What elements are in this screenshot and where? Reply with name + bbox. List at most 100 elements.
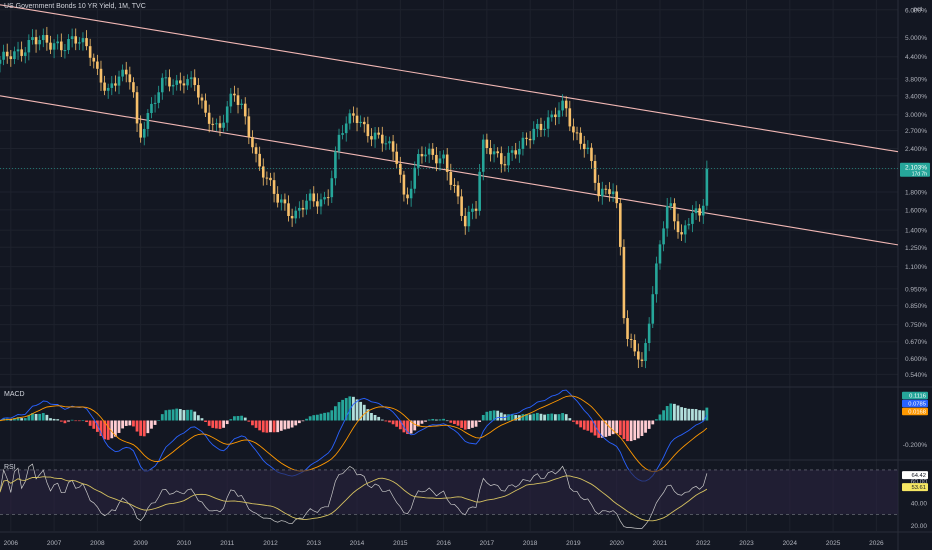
candle xyxy=(597,174,600,202)
candle xyxy=(359,115,362,128)
macd-histogram-bar xyxy=(539,413,543,421)
candle xyxy=(229,88,233,114)
candle-body xyxy=(106,87,110,91)
macd-histogram-bar xyxy=(326,412,330,421)
candle xyxy=(265,171,269,186)
candle xyxy=(525,132,528,146)
candle xyxy=(280,194,283,211)
candle-body xyxy=(272,180,276,194)
price-axis-tick-label: 0.850% xyxy=(905,303,927,310)
macd-histogram-bar xyxy=(352,396,355,421)
macd-histogram-bar xyxy=(662,410,665,421)
time-axis-tick-label: 2006 xyxy=(4,540,19,547)
macd-histogram-bar xyxy=(337,402,341,421)
candle-body xyxy=(546,117,550,129)
candle-body xyxy=(124,69,128,75)
candle-body xyxy=(633,340,637,352)
candle xyxy=(117,70,121,95)
candle-body xyxy=(691,213,694,224)
candle xyxy=(640,352,644,367)
macd-histogram-bar xyxy=(647,420,651,429)
candle-body xyxy=(467,211,471,227)
candle xyxy=(655,256,658,303)
rsi-line xyxy=(0,463,708,529)
rsi-band-fill xyxy=(0,469,898,515)
candle-body xyxy=(225,106,229,123)
candle-body xyxy=(442,154,445,159)
macd-histogram-bar xyxy=(70,419,74,421)
candle xyxy=(106,83,110,99)
macd-histogram-bar xyxy=(359,401,363,421)
macd-histogram-bar xyxy=(13,418,16,421)
time-axis-tick-label: 2025 xyxy=(826,540,841,547)
candle-body xyxy=(132,82,135,93)
macd-histogram-bar xyxy=(449,420,453,423)
candle-body xyxy=(67,39,70,51)
candle xyxy=(132,77,135,98)
macd-histogram-bar xyxy=(665,406,669,421)
macd-value-label: 0.0168 xyxy=(908,409,926,415)
candle xyxy=(514,142,518,159)
candle xyxy=(16,41,20,60)
candle-body xyxy=(669,203,673,207)
candle-body xyxy=(705,168,709,206)
candle-body xyxy=(146,113,150,129)
candle-body xyxy=(92,57,96,62)
candle-body xyxy=(2,51,5,60)
candle xyxy=(395,143,399,169)
candle-body xyxy=(247,116,251,138)
candle xyxy=(2,44,5,66)
candle-body xyxy=(362,121,366,125)
macd-histogram-bar xyxy=(153,420,157,425)
time-axis-tick-label: 2016 xyxy=(436,540,451,547)
candle xyxy=(406,187,409,205)
time-axis-tick-label: 2014 xyxy=(350,540,365,547)
candle xyxy=(261,158,265,186)
candle-body xyxy=(417,154,420,168)
candle-body xyxy=(326,197,330,199)
candle-body xyxy=(276,193,279,203)
candle xyxy=(9,49,13,67)
candle-body xyxy=(168,77,171,87)
candle xyxy=(362,117,366,133)
candle-body xyxy=(160,77,164,93)
candle xyxy=(561,94,564,117)
candle-body xyxy=(16,49,20,52)
candle xyxy=(352,106,355,123)
candle-body xyxy=(586,147,590,150)
candle-body xyxy=(399,163,402,175)
candle xyxy=(63,43,67,59)
candle-body xyxy=(582,143,586,150)
rsi-pane-label: RSI xyxy=(4,464,16,471)
macd-histogram-bar xyxy=(471,420,474,428)
candle-body xyxy=(301,207,305,210)
time-axis-tick-label: 2020 xyxy=(609,540,624,547)
candle xyxy=(283,193,287,211)
candle-body xyxy=(222,122,225,128)
macd-histogram-bar xyxy=(572,420,575,422)
rsi-axis-tick-label: 20.00 xyxy=(911,523,928,530)
macd-histogram-bar xyxy=(146,420,150,434)
macd-histogram-bar xyxy=(45,414,49,421)
candle xyxy=(150,97,153,119)
macd-histogram-bar xyxy=(121,420,125,429)
macd-histogram-bar xyxy=(142,420,146,437)
macd-histogram-bar xyxy=(582,420,586,430)
macd-histogram-bar xyxy=(211,420,215,428)
candle-body xyxy=(200,97,204,101)
candle xyxy=(518,140,521,163)
macd-histogram-bar xyxy=(160,414,164,421)
macd-histogram-bar xyxy=(315,414,319,421)
candle xyxy=(348,109,352,130)
macd-histogram-bar xyxy=(229,419,233,421)
candle-body xyxy=(438,158,442,164)
macd-histogram-bar xyxy=(528,414,532,421)
macd-pane-label: MACD xyxy=(4,391,25,398)
macd-histogram-bar xyxy=(330,410,334,421)
macd-histogram-bar xyxy=(366,409,370,421)
macd-histogram-bar xyxy=(370,412,373,421)
candle-body xyxy=(557,110,561,118)
candle-body xyxy=(261,166,265,178)
macd-histogram-bar xyxy=(380,419,384,421)
